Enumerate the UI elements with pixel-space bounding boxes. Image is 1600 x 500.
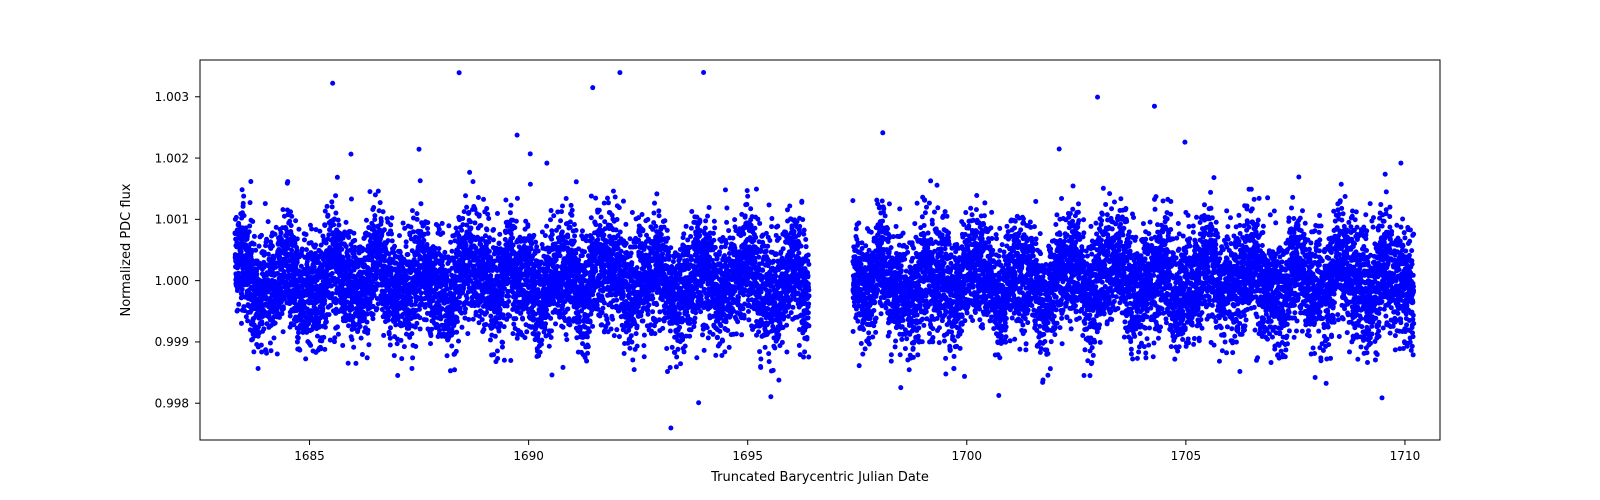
y-tick-label: 1.000 bbox=[155, 274, 189, 288]
y-tick-label: 1.003 bbox=[155, 90, 189, 104]
y-tick-label: 1.001 bbox=[155, 213, 189, 227]
y-tick-label: 1.002 bbox=[155, 151, 189, 165]
x-tick-label: 1705 bbox=[1171, 449, 1202, 463]
y-axis-label: Normalized PDC flux bbox=[119, 183, 134, 316]
x-axis-label: Truncated Barycentric Julian Date bbox=[710, 470, 929, 485]
x-tick-label: 1685 bbox=[294, 449, 325, 463]
y-tick-label: 0.999 bbox=[155, 335, 189, 349]
x-tick-label: 1710 bbox=[1390, 449, 1421, 463]
x-tick-label: 1700 bbox=[952, 449, 983, 463]
x-tick-label: 1695 bbox=[732, 449, 763, 463]
y-tick-label: 0.998 bbox=[155, 396, 189, 410]
x-tick-label: 1690 bbox=[513, 449, 544, 463]
lightcurve-chart: 1685 1690 1695 1700 1705 1710 0.998 0.999 1.000 1… bbox=[0, 0, 1600, 500]
